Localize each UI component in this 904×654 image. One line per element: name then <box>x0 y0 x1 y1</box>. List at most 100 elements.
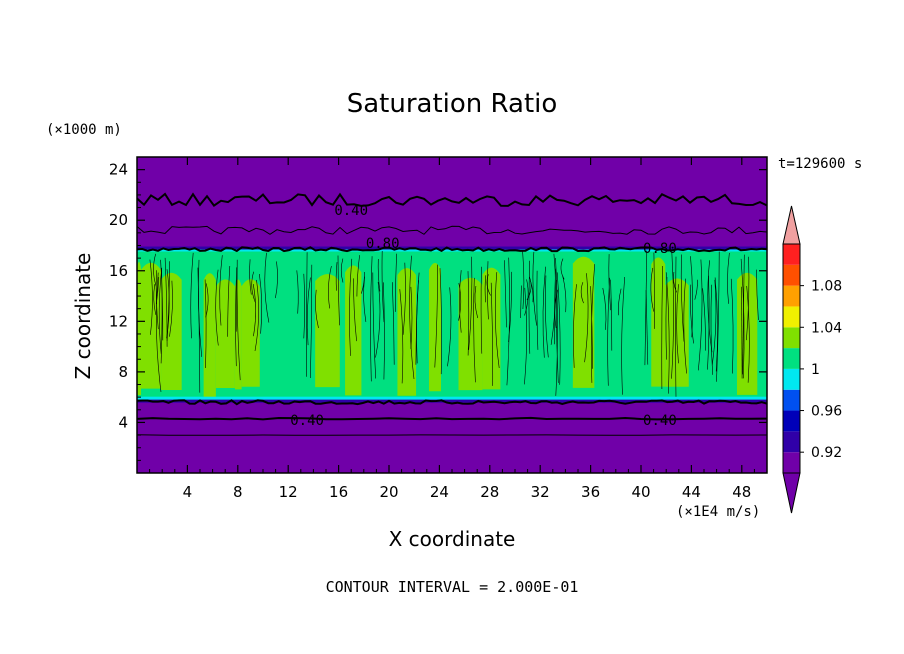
in-cloud-contour <box>296 270 299 314</box>
in-cloud-contour <box>486 274 491 296</box>
in-cloud-contour <box>556 272 561 385</box>
in-cloud-contour <box>602 287 607 330</box>
in-cloud-contour <box>671 251 674 379</box>
in-cloud-contour <box>306 277 311 346</box>
in-cloud-contour <box>356 255 360 297</box>
supersaturated-column <box>137 261 142 396</box>
in-cloud-contour <box>395 253 397 312</box>
in-cloud-contour <box>644 250 648 366</box>
contour-label: 0.40 <box>643 413 677 429</box>
supersaturated-column <box>315 273 340 388</box>
in-cloud-contour <box>160 259 164 341</box>
in-cloud-contour <box>251 271 256 303</box>
in-cloud-contour <box>707 275 710 370</box>
supersaturated-column <box>458 277 483 391</box>
colorbar-swatch <box>783 264 800 286</box>
in-cloud-contour <box>459 270 462 333</box>
y-axis-label: Z coordinate <box>71 253 95 380</box>
in-cloud-contour <box>756 269 759 321</box>
supersaturated-column <box>241 279 260 387</box>
x-tick-label: 48 <box>732 483 751 501</box>
in-cloud-contour <box>264 252 270 323</box>
contour-lines <box>137 192 767 436</box>
contour-line <box>137 246 767 253</box>
in-cloud-contour <box>508 271 512 343</box>
supersaturated-column <box>397 267 417 396</box>
in-cloud-contour <box>236 259 241 381</box>
y-tick-label: 12 <box>109 312 128 330</box>
cloud-base-fringe <box>137 396 767 400</box>
in-cloud-contour <box>542 266 546 358</box>
in-cloud-contour <box>399 289 404 384</box>
in-cloud-contour <box>560 258 565 280</box>
in-cloud-contour <box>474 285 478 319</box>
in-cloud-contour <box>727 252 730 304</box>
contour-line <box>137 434 767 436</box>
y-tick-label: 4 <box>118 413 128 431</box>
in-cloud-contour <box>158 267 163 354</box>
in-cloud-contour <box>742 254 745 375</box>
y-tick-label: 24 <box>109 161 128 179</box>
in-cloud-contour <box>149 259 153 335</box>
in-cloud-contour <box>536 270 539 350</box>
in-cloud-contour <box>353 278 357 342</box>
supersaturated-column <box>428 262 442 392</box>
in-cloud-contour <box>205 283 209 318</box>
contour-line <box>137 416 767 421</box>
in-cloud-contour <box>555 257 558 396</box>
cloud-top-fringe <box>137 249 767 253</box>
in-cloud-contour <box>306 252 308 377</box>
in-cloud-contour <box>711 279 717 366</box>
in-cloud-contour <box>468 256 473 350</box>
in-cloud-contour <box>381 250 385 323</box>
colorbar-tick-label: 1.04 <box>811 320 842 336</box>
in-cloud-contour <box>504 260 507 328</box>
in-cloud-contour <box>617 288 622 316</box>
in-cloud-contour <box>584 273 589 363</box>
in-cloud-contour <box>310 264 313 379</box>
colorbar-lower-extension <box>782 472 801 514</box>
in-cloud-contour <box>702 288 706 351</box>
x-tick-label: 16 <box>329 483 348 501</box>
in-cloud-contour <box>730 278 734 374</box>
supersaturated-column <box>203 273 216 398</box>
supersaturated-column <box>215 279 235 388</box>
in-cloud-contour <box>680 254 685 342</box>
colorbar-swatch <box>783 306 800 328</box>
in-cloud-contour <box>707 260 713 353</box>
in-cloud-contour <box>746 285 750 383</box>
colorbar-swatch <box>783 285 800 307</box>
in-cloud-contour <box>698 259 703 371</box>
in-cloud-contour <box>153 284 157 315</box>
in-cloud-contour <box>556 279 559 383</box>
in-cloud-contour <box>335 262 338 291</box>
supersaturated-column <box>665 278 689 387</box>
in-cloud-contour <box>434 264 438 368</box>
y-axis: 4 8 12 16 20 24 <box>109 161 767 461</box>
contour-labels: 0.40 0.80 0.80 0.40 0.40 <box>290 203 677 429</box>
in-cloud-contour <box>156 272 162 392</box>
in-cloud-contour <box>473 277 476 383</box>
in-cloud-contour <box>372 272 376 379</box>
in-cloud-contour <box>506 257 510 386</box>
in-cloud-contour <box>439 268 442 375</box>
supersaturated-column <box>482 267 501 390</box>
in-cloud-contour <box>526 276 532 301</box>
in-cloud-contour <box>554 268 556 345</box>
in-cloud-contour <box>377 258 381 292</box>
colorbar-swatch <box>783 368 800 390</box>
in-cloud-contour <box>710 284 713 375</box>
in-cloud-contour <box>383 282 385 380</box>
x-tick-label: 24 <box>430 483 449 501</box>
in-cloud-contour <box>219 255 223 326</box>
plot-area: 0.40 0.80 0.80 0.40 0.40 <box>137 157 767 473</box>
in-cloud-contour <box>480 266 483 354</box>
in-cloud-contour <box>361 271 365 294</box>
in-cloud-contour <box>522 250 525 310</box>
chart-title: Saturation Ratio <box>347 89 558 119</box>
in-cloud-contour <box>402 262 406 335</box>
in-cloud-contour <box>410 286 413 349</box>
supersaturated-column <box>651 257 666 387</box>
in-cloud-contour <box>608 254 611 311</box>
in-cloud-contour <box>676 284 679 364</box>
